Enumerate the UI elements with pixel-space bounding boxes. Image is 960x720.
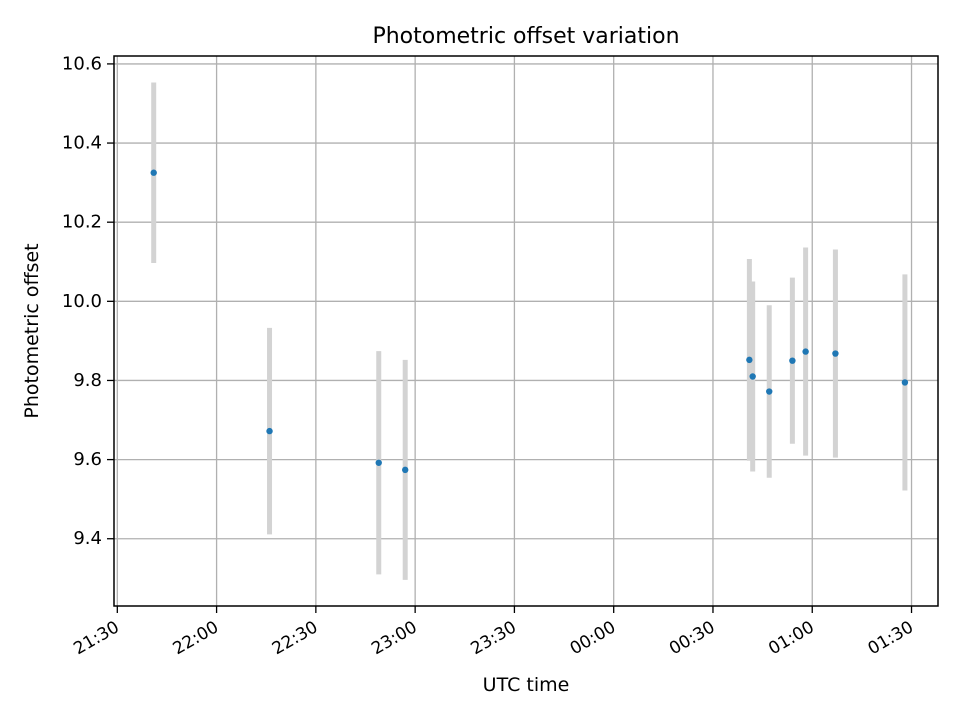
x-tick-label: 23:30 <box>467 617 519 659</box>
y-axis-ticks: 9.4 9.6 9.8 10.0 10.2 10.4 10.6 <box>62 53 114 549</box>
grid-lines <box>114 56 938 606</box>
data-point <box>802 348 809 355</box>
x-axis-label: UTC time <box>483 674 570 696</box>
x-tick-label: 22:00 <box>170 617 222 659</box>
y-tick-label: 9.6 <box>73 449 102 470</box>
data-point <box>832 350 839 357</box>
y-tick-label: 10.6 <box>62 53 102 74</box>
x-tick-label: 00:00 <box>567 617 619 659</box>
plot-area-frame <box>113 55 939 607</box>
x-tick-label: 01:30 <box>865 617 917 659</box>
x-tick-label: 23:00 <box>368 617 420 659</box>
data-point <box>150 169 157 176</box>
data-point <box>266 427 273 435</box>
data-point <box>766 388 773 395</box>
chart-title: Photometric offset variation <box>372 24 679 49</box>
y-axis-label: Photometric offset <box>21 243 43 418</box>
y-tick-label: 9.8 <box>73 370 102 391</box>
data-point <box>901 379 909 386</box>
data-point <box>746 356 753 364</box>
error-bars <box>151 82 908 580</box>
y-tick-label: 10.4 <box>62 133 102 154</box>
y-tick-label: 10.2 <box>62 212 102 233</box>
data-points <box>150 169 909 474</box>
x-tick-label: 21:30 <box>70 617 122 659</box>
x-tick-label: 00:30 <box>666 617 718 659</box>
y-tick-label: 10.0 <box>62 291 102 312</box>
data-point <box>789 357 796 364</box>
data-point <box>749 373 756 380</box>
y-tick-label: 9.4 <box>73 528 102 549</box>
x-axis-ticks: 21:30 22:00 22:30 23:00 23:30 00:00 00:30 01:00… <box>70 606 917 659</box>
data-point <box>375 459 382 466</box>
data-point <box>402 466 409 474</box>
x-tick-label: 01:00 <box>765 617 817 659</box>
x-tick-label: 22:30 <box>269 617 321 659</box>
